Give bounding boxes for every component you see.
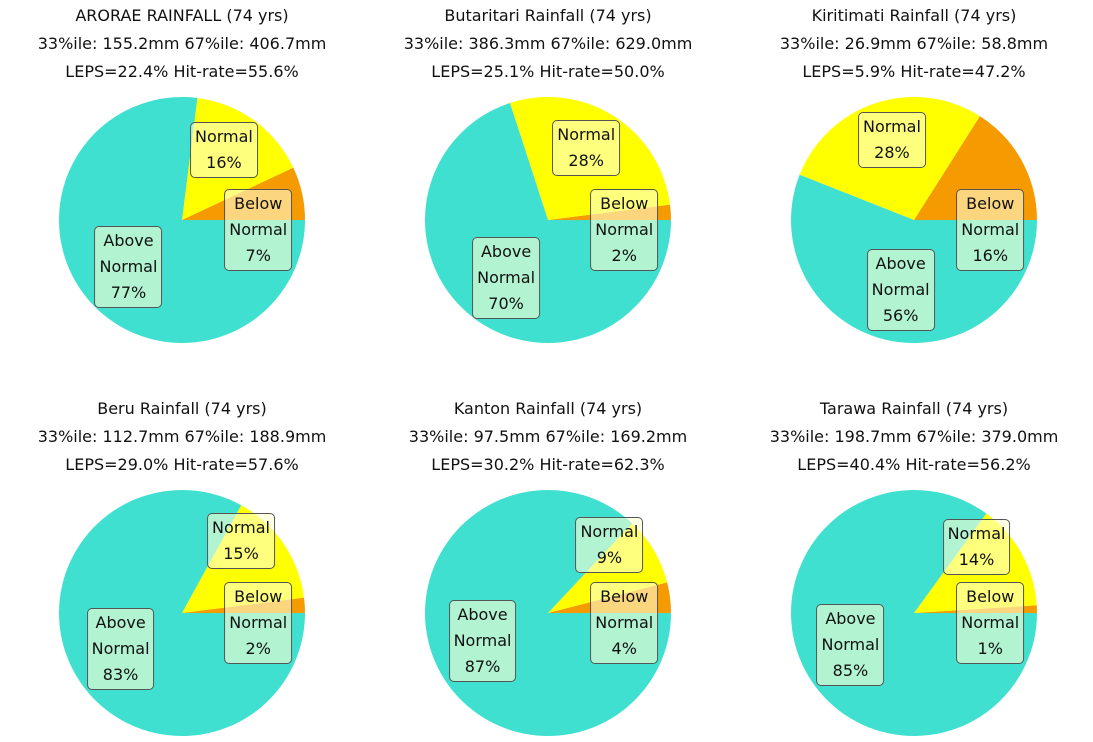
slice-value: 1% (977, 639, 1003, 658)
chart-title: Beru Rainfall (74 yrs) (97, 399, 267, 418)
slice-value: 4% (611, 639, 637, 658)
slice-value: 2% (611, 246, 637, 265)
slice-category: Below Normal (595, 194, 654, 239)
slice-category: Normal (947, 523, 1006, 543)
slice-value: 7% (245, 246, 271, 265)
slice-value: 9% (596, 547, 623, 567)
slice-value: 16% (206, 153, 242, 173)
pie (59, 97, 306, 344)
chart-subtitle: LEPS=5.9% Hit-rate=47.2% (802, 62, 1026, 81)
slice-category: Below Normal (229, 194, 288, 239)
slice-value: 83% (102, 665, 139, 685)
chart-subtitle: LEPS=40.4% Hit-rate=56.2% (797, 455, 1031, 474)
slice-label: Above Normal 85% (816, 604, 885, 687)
chart-panel: Below Normal 16% Normal 28% Above Normal 56% K… (732, 0, 1093, 371)
chart-subtitle: 33%ile: 26.9mm 67%ile: 58.8mm (779, 34, 1049, 53)
chart-subtitle: LEPS=22.4% Hit-rate=55.6% (65, 62, 299, 81)
slice-label: Above Normal 87% (448, 600, 517, 683)
slice-label: Normal 14% (942, 518, 1011, 575)
slice-value: 16% (972, 246, 1009, 265)
slice-category: Above Normal (99, 231, 158, 277)
slice-label: Below Normal 2% (224, 582, 293, 664)
slice-value: 15% (223, 543, 259, 563)
slice-label: Above Normal 56% (866, 249, 935, 332)
chart-panel: Below Normal 2% Normal 15% Above Normal 83% Be… (0, 393, 364, 742)
slice-label: Normal 15% (207, 512, 275, 569)
slice-label: Below Normal 16% (956, 189, 1025, 271)
slice-value: 2% (245, 639, 271, 658)
slice-category: Below Normal (595, 587, 654, 632)
slice-category: Above Normal (871, 254, 930, 300)
slice-category: Above Normal (453, 605, 512, 651)
slice-value: 28% (568, 150, 604, 170)
chart-subtitle: 33%ile: 386.3mm 67%ile: 629.0mm (403, 34, 693, 53)
slice-label: Normal 28% (552, 119, 621, 176)
chart-title: ARORAE RAINFALL (74 yrs) (75, 6, 289, 25)
chart-subtitle: 33%ile: 112.7mm 67%ile: 188.9mm (37, 427, 327, 446)
slice-category: Normal (580, 521, 639, 541)
chart-title: Tarawa Rainfall (74 yrs) (819, 399, 1009, 418)
chart-title: Butaritari Rainfall (74 yrs) (444, 6, 652, 25)
pie (425, 97, 671, 343)
chart-subtitle: 33%ile: 198.7mm 67%ile: 379.0mm (769, 427, 1059, 446)
slice-value: 56% (882, 306, 919, 326)
slice-label: Below Normal 7% (224, 189, 293, 271)
slice-category: Above Normal (477, 241, 536, 287)
slice-label: Normal 16% (189, 122, 258, 179)
slice-label: Above Normal 77% (94, 226, 163, 309)
slice-label: Below Normal 4% (590, 582, 659, 664)
chart-panel: Below Normal 1% Normal 14% Above Normal 85% Ta… (732, 393, 1093, 742)
slice-value: 14% (958, 549, 995, 569)
slice-label: Above Normal 83% (86, 608, 155, 691)
slice-label: Below Normal 2% (590, 189, 659, 271)
chart-subtitle: 33%ile: 97.5mm 67%ile: 169.2mm (408, 427, 688, 446)
chart-panel: Below Normal 7% Normal 16% Above Normal 77% AR… (0, 0, 364, 371)
slice-category: Normal (557, 124, 616, 144)
slice-category: Below Normal (961, 587, 1020, 632)
chart-panel: Below Normal 2% Normal 28% Above Normal 70% Bu… (366, 0, 730, 371)
slice-category: Below Normal (961, 194, 1020, 239)
slice-label: Normal 28% (858, 112, 926, 169)
slice-category: Normal (212, 517, 270, 537)
slice-label: Below Normal 1% (956, 582, 1025, 664)
slice-category: Below Normal (229, 587, 288, 632)
slice-category: Normal (863, 117, 921, 137)
slice-label: Above Normal 70% (472, 236, 541, 319)
slice-value: 85% (832, 661, 869, 681)
slice-value: 87% (464, 657, 501, 677)
slice-category: Normal (194, 127, 253, 147)
chart-title: Kanton Rainfall (74 yrs) (453, 399, 643, 418)
chart-subtitle: LEPS=25.1% Hit-rate=50.0% (431, 62, 665, 81)
slice-category: Above Normal (91, 613, 150, 659)
slice-value: 70% (488, 293, 524, 313)
chart-panel: Below Normal 4% Normal 9% Above Normal 87% Kan… (366, 393, 730, 742)
chart-subtitle: 33%ile: 155.2mm 67%ile: 406.7mm (37, 34, 327, 53)
slice-category: Above Normal (821, 609, 880, 655)
slice-value: 77% (110, 283, 147, 303)
chart-title: Kiritimati Rainfall (74 yrs) (811, 6, 1017, 25)
slice-value: 28% (874, 143, 910, 163)
chart-subtitle: LEPS=30.2% Hit-rate=62.3% (431, 455, 665, 474)
slice-label: Normal 9% (575, 516, 644, 573)
chart-subtitle: LEPS=29.0% Hit-rate=57.6% (65, 455, 299, 474)
